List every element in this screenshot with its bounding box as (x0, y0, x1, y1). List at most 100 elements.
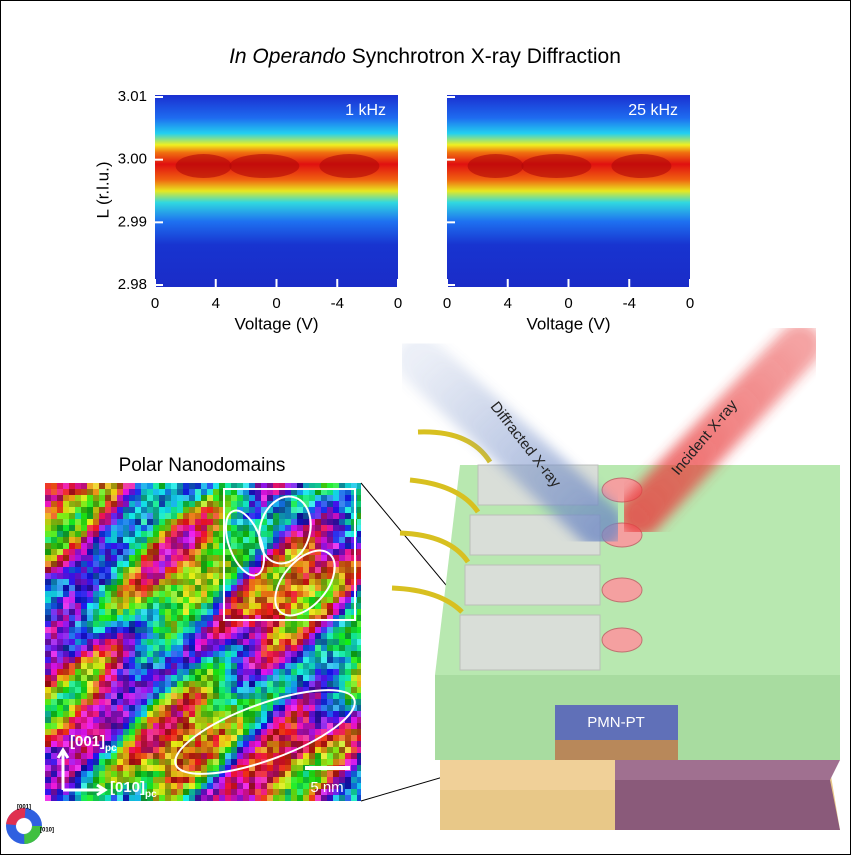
pixel (75, 759, 81, 765)
pixel (213, 567, 219, 573)
pixel (177, 555, 183, 561)
pixel (87, 513, 93, 519)
pixel (321, 537, 327, 543)
pixel (189, 633, 195, 639)
pixel (357, 789, 363, 795)
pixel (129, 717, 135, 723)
pixel (171, 723, 177, 729)
pixel (279, 771, 285, 777)
pixel (261, 657, 267, 663)
pixel (201, 657, 207, 663)
pixel (105, 681, 111, 687)
pixel (321, 561, 327, 567)
pixel (183, 783, 189, 789)
pixel (255, 687, 261, 693)
pixel (321, 759, 327, 765)
pixel (351, 777, 357, 783)
pixel (321, 567, 327, 573)
pixel (357, 753, 363, 759)
pixel (231, 795, 237, 801)
pixel (195, 591, 201, 597)
pixel (303, 789, 309, 795)
pixel (315, 669, 321, 675)
pixel (105, 513, 111, 519)
pixel (51, 573, 57, 579)
pixel (255, 747, 261, 753)
pixel (57, 591, 63, 597)
pixel (81, 633, 87, 639)
pixel (141, 531, 147, 537)
pixel (165, 645, 171, 651)
pixel (117, 567, 123, 573)
pixel (207, 687, 213, 693)
pixel (345, 525, 351, 531)
pixel (345, 609, 351, 615)
pixel (189, 747, 195, 753)
pixel (315, 705, 321, 711)
pixel (75, 627, 81, 633)
pixel (267, 711, 273, 717)
pixel (99, 693, 105, 699)
pixel (291, 531, 297, 537)
pixel (249, 585, 255, 591)
pixel (261, 771, 267, 777)
pixel (285, 573, 291, 579)
pixel (345, 537, 351, 543)
pixel (45, 573, 51, 579)
pixel (81, 771, 87, 777)
pixel (351, 783, 357, 789)
pixel (69, 609, 75, 615)
pixel (165, 651, 171, 657)
pixel (135, 591, 141, 597)
pixel (123, 597, 129, 603)
pixel (237, 519, 243, 525)
pixel (303, 753, 309, 759)
pixel (357, 783, 363, 789)
pixel (189, 495, 195, 501)
pixel (201, 639, 207, 645)
pixel (261, 693, 267, 699)
pixel (261, 783, 267, 789)
pixel (357, 639, 363, 645)
pixel (75, 543, 81, 549)
pixel (237, 585, 243, 591)
pixel (105, 633, 111, 639)
pixel (267, 771, 273, 777)
pixel (99, 777, 105, 783)
pixel (291, 567, 297, 573)
pixel (213, 765, 219, 771)
pixel (51, 549, 57, 555)
pixel (153, 741, 159, 747)
pixel (159, 681, 165, 687)
pixel (321, 753, 327, 759)
pixel (273, 765, 279, 771)
pixel (279, 501, 285, 507)
pixel (57, 699, 63, 705)
pixel (105, 765, 111, 771)
pixel (105, 537, 111, 543)
pixel (81, 723, 87, 729)
pixel (135, 561, 141, 567)
pixel (189, 759, 195, 765)
pixel (129, 537, 135, 543)
pixel (81, 699, 87, 705)
pixel (123, 507, 129, 513)
pixel (165, 675, 171, 681)
pixel (51, 543, 57, 549)
pixel (63, 513, 69, 519)
pixel (339, 657, 345, 663)
pixel (93, 537, 99, 543)
pixel (237, 573, 243, 579)
pixel (201, 567, 207, 573)
pixel (231, 501, 237, 507)
pixel (111, 489, 117, 495)
pixel (309, 573, 315, 579)
pixel (69, 717, 75, 723)
pixel (327, 627, 333, 633)
pixel (291, 663, 297, 669)
pixel (63, 495, 69, 501)
pixel (327, 651, 333, 657)
pixel (129, 747, 135, 753)
pixel (99, 591, 105, 597)
pixel (225, 723, 231, 729)
